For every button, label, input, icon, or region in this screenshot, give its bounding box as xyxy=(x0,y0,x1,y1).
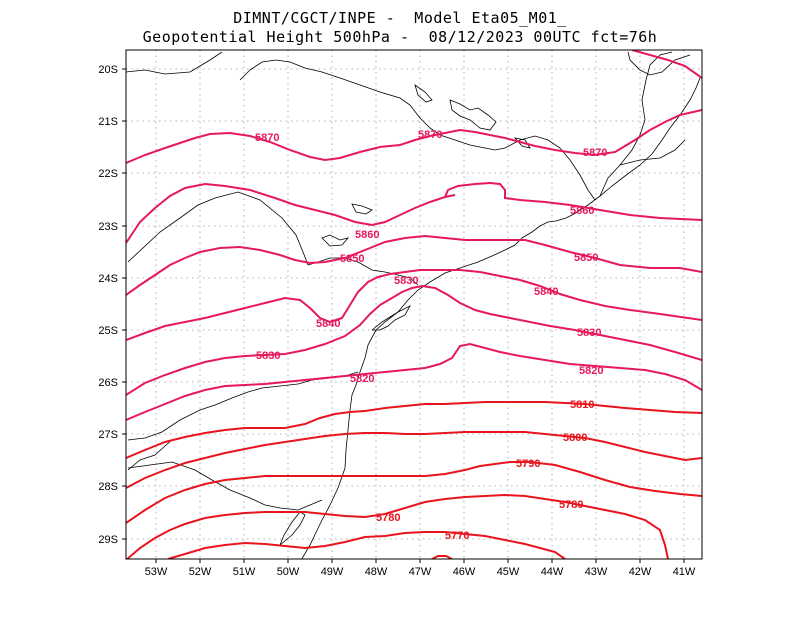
lon-tick-label: 41W xyxy=(673,566,696,578)
contour-label: 5850 xyxy=(574,252,598,264)
contour-label: 5860 xyxy=(355,229,379,241)
contour-label: 5770 xyxy=(445,530,469,542)
axis-ticks xyxy=(122,68,685,563)
lon-tick-label: 48W xyxy=(365,566,388,578)
lon-axis-labels: 53W 52W 51W 50W 49W 48W 47W 46W 45W 44W … xyxy=(145,566,696,578)
lat-axis-labels: 20S 21S 22S 23S 24S 25S 26S 27S 28S 29S xyxy=(98,64,118,546)
contour-5870-north xyxy=(631,50,702,79)
contour-label: 5800 xyxy=(563,432,587,444)
contour-label: 5830 xyxy=(577,327,601,339)
contour-label: 5820 xyxy=(350,373,374,385)
lat-tick-label: 22S xyxy=(98,168,118,180)
lat-tick-label: 20S xyxy=(98,64,118,76)
contour-5800 xyxy=(126,431,702,489)
reservoir-furnas xyxy=(449,99,497,131)
contour-5860-west xyxy=(126,182,456,244)
coastline-atlantic xyxy=(301,77,701,559)
contour-labels: 5870 5870 5870 5860 5860 5850 5850 5840 … xyxy=(255,129,607,542)
lat-tick-label: 24S xyxy=(98,273,118,285)
contour-5830 xyxy=(126,284,702,396)
reservoir-3 xyxy=(321,234,350,247)
reservoir-2 xyxy=(414,84,433,103)
lat-tick-label: 27S xyxy=(98,429,118,441)
contour-label: 5780 xyxy=(376,512,400,524)
lat-tick-label: 23S xyxy=(98,221,118,233)
contour-label: 5870 xyxy=(583,147,607,159)
river-parana xyxy=(127,191,309,266)
lat-tick-label: 28S xyxy=(98,481,118,493)
contour-5850 xyxy=(126,234,702,296)
lagoon-paranagua xyxy=(371,305,411,331)
lon-tick-label: 46W xyxy=(453,566,476,578)
border-sp-mg xyxy=(239,59,596,201)
contour-5760-fragment xyxy=(431,555,453,559)
contour-5790 xyxy=(126,461,702,524)
lon-tick-label: 47W xyxy=(409,566,432,578)
contour-label: 5790 xyxy=(516,458,540,470)
contour-label: 5860 xyxy=(570,205,594,217)
border-mg-es xyxy=(599,51,673,197)
border-sc-rs xyxy=(127,461,323,511)
lon-tick-label: 50W xyxy=(277,566,300,578)
lat-tick-label: 21S xyxy=(98,116,118,128)
contour-5840 xyxy=(126,269,702,341)
border-sp-pr xyxy=(307,257,419,286)
lon-tick-label: 51W xyxy=(233,566,256,578)
border-rj-mg xyxy=(619,139,686,166)
lat-tick-label: 26S xyxy=(98,377,118,389)
contour-5820 xyxy=(126,342,702,421)
lon-tick-label: 44W xyxy=(541,566,564,578)
contour-label: 5830 xyxy=(256,350,280,362)
contour-label: 5870 xyxy=(255,132,279,144)
map-frame xyxy=(125,49,703,560)
lon-tick-label: 43W xyxy=(585,566,608,578)
lon-tick-label: 53W xyxy=(145,566,168,578)
lon-tick-label: 49W xyxy=(321,566,344,578)
contour-5780 xyxy=(126,493,669,559)
lat-tick-label: 29S xyxy=(98,534,118,546)
border-north xyxy=(126,51,223,75)
border-ne xyxy=(627,51,691,76)
contour-label: 5780 xyxy=(559,499,583,511)
title-line-2: Geopotential Height 500hPa - 08/12/2023 … xyxy=(142,28,658,46)
lon-tick-label: 45W xyxy=(497,566,520,578)
lon-tick-label: 52W xyxy=(189,566,212,578)
reservoir-4 xyxy=(351,203,373,215)
contour-label: 5830 xyxy=(394,275,418,287)
gridlines xyxy=(126,50,702,559)
coastlines xyxy=(126,51,701,559)
contour-5870-west xyxy=(126,109,702,164)
lagoa-dos-patos xyxy=(279,511,306,546)
contour-label: 5850 xyxy=(340,253,364,265)
river-uruguay xyxy=(127,439,173,471)
contour-label: 5820 xyxy=(579,365,603,377)
lon-tick-label: 42W xyxy=(629,566,652,578)
contour-lines xyxy=(126,50,702,559)
contour-label: 5870 xyxy=(418,129,442,141)
title-line-1: DIMNT/CGCT/INPE - Model Eta05_M01_ xyxy=(233,9,567,27)
contour-label: 5810 xyxy=(570,399,594,411)
contour-5860-loop xyxy=(444,181,702,221)
contour-label: 5840 xyxy=(316,318,340,330)
contour-label: 5840 xyxy=(534,286,558,298)
reservoir-5 xyxy=(513,137,531,149)
contour-5770 xyxy=(167,531,566,559)
contour-5810 xyxy=(126,401,702,459)
lat-tick-label: 25S xyxy=(98,325,118,337)
